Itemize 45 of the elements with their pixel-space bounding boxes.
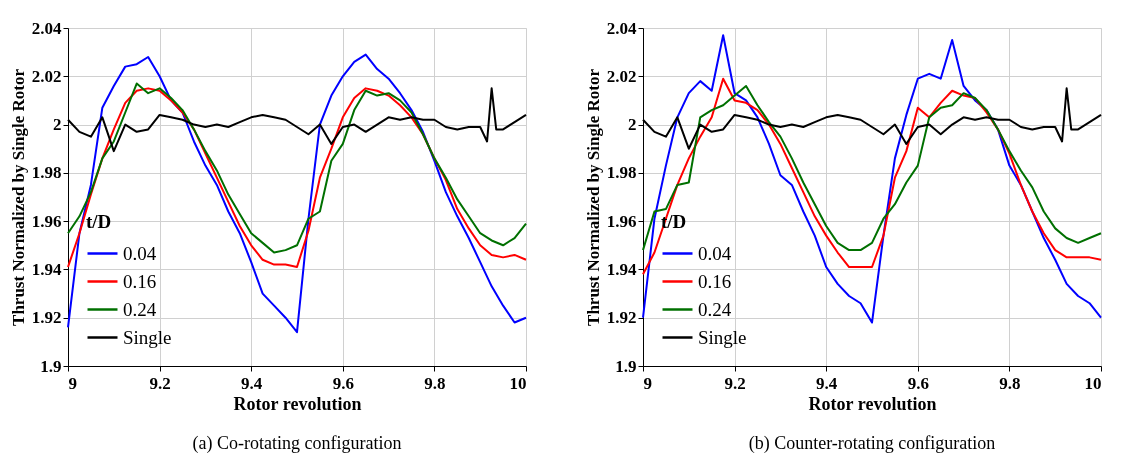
x-tick-label: 10 bbox=[509, 373, 527, 393]
x-tick-label: 9.4 bbox=[241, 373, 263, 393]
y-tick-label: 2.02 bbox=[606, 66, 637, 86]
y-tick-label: 1.94 bbox=[606, 259, 637, 279]
legend-label: Single bbox=[123, 326, 172, 348]
legend-label: 0.04 bbox=[123, 242, 157, 264]
line-series bbox=[642, 34, 1102, 324]
x-tick-label: 10 bbox=[1084, 373, 1102, 393]
legend-title: t/D bbox=[86, 211, 112, 232]
x-axis-title: Rotor revolution bbox=[233, 393, 362, 414]
y-tick-label: 1.98 bbox=[31, 163, 62, 183]
line-series bbox=[642, 77, 1102, 276]
legend-label: 0.24 bbox=[698, 298, 732, 320]
y-tick-label: 1.98 bbox=[606, 163, 637, 183]
legend-label: 0.24 bbox=[123, 298, 157, 320]
text: (b) Counter-rotating configuration bbox=[748, 433, 996, 454]
x-tick-label: 9.2 bbox=[149, 373, 171, 393]
y-tick-label: 2 bbox=[628, 115, 637, 135]
legend-label: Single bbox=[698, 326, 747, 348]
y-tick-label: 1.9 bbox=[40, 356, 62, 376]
y-axis-title: Thrust Normalized by Single Rotor bbox=[8, 68, 28, 326]
legend-label: 0.16 bbox=[123, 270, 157, 292]
x-tick-label: 9.6 bbox=[332, 373, 354, 393]
y-tick-label: 2.04 bbox=[606, 18, 637, 38]
x-tick-label: 9.2 bbox=[724, 373, 746, 393]
y-tick-label: 1.92 bbox=[606, 308, 637, 328]
y-tick-label: 2 bbox=[53, 115, 62, 135]
y-axis-title: Thrust Normalized by Single Rotor bbox=[583, 68, 603, 326]
y-tick-label: 2.02 bbox=[31, 66, 62, 86]
x-axis-title: Rotor revolution bbox=[808, 393, 937, 414]
x-tick-label: 9 bbox=[68, 373, 77, 393]
y-tick-label: 2.04 bbox=[31, 18, 62, 38]
legend-label: 0.04 bbox=[698, 242, 732, 264]
y-tick-label: 1.92 bbox=[31, 308, 62, 328]
y-tick-label: 1.96 bbox=[606, 211, 637, 231]
x-tick-label: 9.8 bbox=[999, 373, 1021, 393]
y-tick-label: 1.9 bbox=[615, 356, 637, 376]
legend-label: 0.16 bbox=[698, 270, 732, 292]
x-tick-label: 9 bbox=[643, 373, 652, 393]
x-tick-label: 9.8 bbox=[424, 373, 446, 393]
x-tick-label: 9.6 bbox=[907, 373, 929, 393]
x-tick-label: 9.4 bbox=[816, 373, 838, 393]
y-tick-label: 1.94 bbox=[31, 259, 62, 279]
text: (a) Co-rotating configuration bbox=[192, 433, 402, 454]
y-tick-label: 1.96 bbox=[31, 211, 62, 231]
